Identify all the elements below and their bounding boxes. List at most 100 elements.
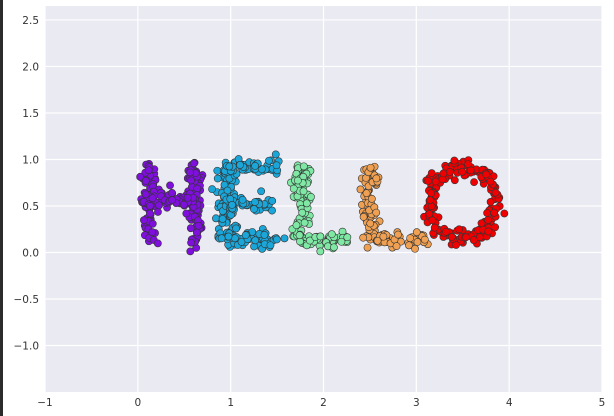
y-tick-labels: 2.5 2.0 1.5 1.0 0.5 0.0 −0.5 −1.0	[14, 15, 40, 353]
x-tick-label: 0	[134, 397, 141, 409]
point-h	[187, 238, 195, 247]
point-e	[225, 162, 234, 171]
y-tick-label: 0.5	[22, 201, 39, 213]
x-tick-label: 4	[506, 397, 513, 409]
point-o	[450, 176, 459, 185]
point-e	[238, 195, 247, 204]
point-e	[271, 150, 280, 159]
point-l	[372, 208, 381, 217]
point-l	[300, 218, 309, 227]
point-o	[500, 209, 509, 218]
point-o	[469, 236, 478, 244]
point-e	[213, 166, 222, 175]
point-e	[280, 234, 289, 243]
point-l	[343, 233, 352, 242]
y-tick-label: 2.0	[22, 61, 39, 73]
point-o	[431, 177, 440, 186]
point-o	[464, 160, 472, 169]
point-e	[265, 156, 273, 165]
point-o	[491, 223, 500, 232]
point-o	[450, 156, 459, 165]
point-h	[183, 193, 192, 202]
point-h	[136, 172, 145, 181]
point-o	[484, 227, 493, 236]
point-o	[425, 210, 434, 218]
point-e	[251, 236, 260, 245]
point-e	[251, 162, 259, 170]
point-o	[427, 189, 436, 198]
point-h	[168, 189, 176, 197]
point-e	[268, 206, 276, 215]
point-l	[337, 237, 346, 246]
point-l	[316, 247, 325, 256]
point-h	[148, 228, 157, 237]
point-l	[305, 236, 314, 245]
point-l	[366, 219, 375, 228]
point-l	[356, 185, 365, 194]
point-o	[470, 178, 478, 187]
point-o	[452, 241, 460, 249]
y-tick-label: 1.0	[22, 154, 39, 166]
point-h	[179, 200, 188, 209]
x-tick-label: 1	[227, 397, 234, 409]
point-l	[293, 176, 302, 185]
point-e	[232, 224, 240, 233]
point-l	[379, 232, 388, 241]
point-o	[486, 198, 495, 206]
point-h	[182, 209, 191, 218]
point-h	[153, 239, 162, 248]
point-h	[141, 176, 150, 185]
point-h	[194, 221, 203, 230]
y-tick-label: 0.0	[22, 247, 39, 259]
data-points	[136, 150, 509, 256]
point-h	[141, 190, 150, 199]
point-l	[413, 238, 422, 246]
point-l	[295, 231, 304, 240]
point-l	[367, 194, 376, 203]
point-e	[272, 161, 281, 170]
point-l	[420, 235, 429, 244]
point-h	[140, 216, 148, 225]
point-e	[266, 241, 275, 250]
point-h	[186, 168, 194, 177]
point-h	[155, 201, 163, 210]
point-l	[373, 236, 382, 245]
y-tick-label: −0.5	[14, 294, 40, 306]
point-l	[327, 230, 336, 239]
point-l	[411, 244, 419, 253]
point-e	[213, 174, 222, 183]
point-l	[329, 243, 338, 252]
point-l	[289, 184, 298, 193]
point-h	[146, 209, 154, 218]
point-l	[302, 199, 311, 208]
y-tick-label: −1.0	[14, 340, 40, 352]
point-l	[298, 208, 307, 217]
point-e	[250, 205, 258, 213]
point-o	[491, 188, 500, 197]
point-o	[430, 223, 439, 232]
point-e	[236, 161, 244, 169]
point-o	[439, 169, 448, 178]
point-o	[458, 167, 467, 176]
point-o	[484, 215, 492, 224]
point-l	[299, 187, 308, 196]
point-l	[359, 213, 368, 221]
x-tick-label: 2	[320, 397, 327, 409]
point-e	[231, 234, 239, 243]
point-l	[292, 221, 301, 230]
point-h	[193, 228, 201, 237]
point-h	[168, 196, 177, 204]
point-l	[363, 243, 372, 252]
x-tick-labels: −1 0 1 2 3 4 5	[37, 397, 605, 409]
point-e	[212, 214, 220, 223]
point-l	[299, 162, 308, 171]
point-o	[486, 177, 495, 186]
point-h	[148, 219, 157, 228]
y-tick-label: 2.5	[22, 15, 39, 27]
point-h	[186, 224, 195, 233]
point-e	[260, 230, 269, 239]
point-l	[307, 192, 315, 201]
point-h	[148, 194, 157, 203]
